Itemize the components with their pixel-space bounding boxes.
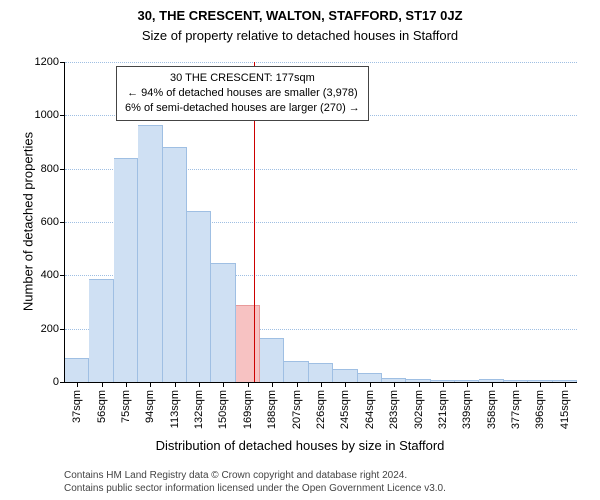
xtick-label: 415sqm (559, 390, 571, 429)
xtick-mark (199, 382, 200, 387)
histogram-bar (138, 125, 162, 382)
xtick-label: 283sqm (388, 390, 400, 429)
xtick-label: 132sqm (193, 390, 205, 429)
xtick-label: 321sqm (437, 390, 449, 429)
xtick-label: 94sqm (144, 390, 156, 423)
ytick-label: 1200 (35, 56, 65, 68)
xtick-mark (175, 382, 176, 387)
xtick-mark (321, 382, 322, 387)
ytick-label: 200 (41, 323, 65, 335)
x-axis-label: Distribution of detached houses by size … (0, 438, 600, 453)
xtick-mark (77, 382, 78, 387)
xtick-label: 264sqm (364, 390, 376, 429)
xtick-label: 377sqm (510, 390, 522, 429)
histogram-bar (284, 361, 308, 382)
xtick-label: 169sqm (242, 390, 254, 429)
annotation-line-3: 6% of semi-detached houses are larger (2… (125, 101, 360, 116)
xtick-mark (419, 382, 420, 387)
histogram-bar-highlight (236, 305, 260, 382)
xtick-mark (467, 382, 468, 387)
xtick-mark (102, 382, 103, 387)
histogram-bar (114, 158, 138, 382)
annotation-line-1: 30 THE CRESCENT: 177sqm (125, 71, 360, 86)
xtick-mark (370, 382, 371, 387)
footer-line-1: Contains HM Land Registry data © Crown c… (64, 470, 446, 483)
xtick-label: 150sqm (217, 390, 229, 429)
footer-attribution: Contains HM Land Registry data © Crown c… (64, 470, 446, 495)
footer-line-2: Contains public sector information licen… (64, 483, 446, 496)
xtick-label: 339sqm (461, 390, 473, 429)
xtick-label: 75sqm (120, 390, 132, 423)
xtick-mark (272, 382, 273, 387)
chart-container: 30, THE CRESCENT, WALTON, STAFFORD, ST17… (0, 0, 600, 500)
xtick-mark (516, 382, 517, 387)
xtick-mark (248, 382, 249, 387)
histogram-bar (358, 373, 382, 382)
xtick-mark (345, 382, 346, 387)
xtick-mark (540, 382, 541, 387)
xtick-label: 245sqm (339, 390, 351, 429)
histogram-bar (309, 363, 333, 382)
xtick-label: 56sqm (96, 390, 108, 423)
annotation-box: 30 THE CRESCENT: 177sqm ← 94% of detache… (116, 66, 369, 121)
xtick-label: 113sqm (169, 390, 181, 428)
xtick-mark (565, 382, 566, 387)
xtick-mark (492, 382, 493, 387)
xtick-mark (297, 382, 298, 387)
xtick-label: 188sqm (266, 390, 278, 429)
gridline (65, 62, 577, 63)
xtick-label: 226sqm (315, 390, 327, 429)
annotation-line-2: ← 94% of detached houses are smaller (3,… (125, 86, 360, 101)
histogram-bar (163, 147, 187, 382)
xtick-label: 302sqm (413, 390, 425, 429)
xtick-label: 207sqm (291, 390, 303, 429)
chart-subtitle: Size of property relative to detached ho… (0, 28, 600, 43)
y-axis-label: Number of detached properties (21, 122, 36, 322)
histogram-bar (260, 338, 284, 382)
ytick-label: 0 (53, 376, 65, 388)
histogram-bar (211, 263, 235, 382)
histogram-bar (65, 358, 89, 382)
histogram-bar (187, 211, 211, 382)
histogram-bar (89, 279, 113, 382)
xtick-mark (223, 382, 224, 387)
xtick-label: 396sqm (534, 390, 546, 429)
xtick-mark (150, 382, 151, 387)
histogram-bar (333, 369, 357, 382)
xtick-mark (126, 382, 127, 387)
ytick-label: 1000 (35, 109, 65, 121)
xtick-label: 358sqm (486, 390, 498, 429)
ytick-label: 600 (41, 216, 65, 228)
chart-title: 30, THE CRESCENT, WALTON, STAFFORD, ST17… (0, 8, 600, 23)
xtick-label: 37sqm (71, 390, 83, 423)
xtick-mark (443, 382, 444, 387)
xtick-mark (394, 382, 395, 387)
ytick-label: 800 (41, 163, 65, 175)
ytick-label: 400 (41, 269, 65, 281)
